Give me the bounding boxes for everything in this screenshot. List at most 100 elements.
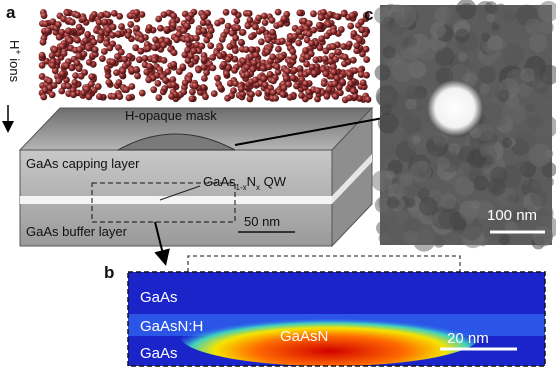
ion <box>331 69 338 76</box>
ion <box>104 11 111 18</box>
ion <box>111 10 118 17</box>
ion-label: H+ ions <box>7 40 23 83</box>
qw-front <box>20 196 332 204</box>
texture-blob <box>429 151 438 160</box>
ion-rest: ions <box>7 55 22 83</box>
capping-label: GaAs capping layer <box>26 156 140 171</box>
ion <box>353 42 360 49</box>
ion <box>217 84 224 91</box>
ion <box>65 83 72 90</box>
ion <box>298 92 305 99</box>
ion <box>125 32 132 39</box>
ion <box>39 62 46 69</box>
texture-blob <box>468 168 483 183</box>
ion <box>150 86 157 93</box>
ion <box>225 56 232 63</box>
texture-blob <box>412 136 420 144</box>
scale-label: 20 nm <box>447 330 489 347</box>
ion <box>290 74 297 81</box>
texture-blob <box>381 143 396 158</box>
ion <box>234 24 241 31</box>
ion <box>115 30 122 37</box>
ion-base: H <box>7 40 22 49</box>
ion <box>340 43 347 50</box>
buffer-label: GaAs buffer layer <box>26 224 128 239</box>
ion <box>275 9 282 16</box>
ion <box>98 12 105 19</box>
mask-label: H-opaque mask <box>125 108 217 123</box>
ion <box>184 22 191 29</box>
ion <box>238 39 245 46</box>
figure: a H+ ions H-opaque mask GaAs capping lay… <box>0 0 556 369</box>
ion <box>269 53 276 60</box>
ion <box>289 48 296 55</box>
ion <box>200 14 207 21</box>
ion <box>182 79 189 86</box>
ion <box>101 19 108 26</box>
ion <box>265 36 272 43</box>
ion <box>121 56 128 63</box>
ion <box>238 86 245 93</box>
ion <box>322 48 329 55</box>
scale-label: 50 nm <box>244 214 280 229</box>
ion <box>74 12 81 19</box>
texture-blob <box>482 155 493 166</box>
ion <box>104 65 111 72</box>
ion <box>274 63 281 70</box>
texture-blob <box>438 209 459 230</box>
ion <box>51 46 58 53</box>
ion <box>191 48 198 55</box>
ion <box>69 19 76 26</box>
ion <box>214 75 221 82</box>
ion <box>246 17 253 24</box>
texture-blob <box>406 86 420 100</box>
ion <box>152 36 159 43</box>
ion <box>200 19 207 26</box>
ion <box>322 55 329 62</box>
ion <box>201 75 208 82</box>
ion <box>232 47 239 54</box>
ion <box>266 63 273 70</box>
ion <box>157 25 164 32</box>
ion <box>127 21 134 28</box>
ion <box>365 96 372 103</box>
texture-blob <box>394 126 407 139</box>
ion <box>219 36 226 43</box>
ion <box>211 90 218 97</box>
ion <box>346 71 353 78</box>
map-hotspot <box>180 306 480 366</box>
ion <box>269 29 276 36</box>
ion <box>246 10 253 17</box>
ion <box>46 78 53 85</box>
texture-blob <box>458 53 467 62</box>
texture-blob <box>376 91 392 107</box>
ion <box>207 42 214 49</box>
ion <box>272 95 279 102</box>
texture-blob <box>525 19 541 35</box>
texture-blob <box>471 200 481 210</box>
ion <box>175 31 182 38</box>
ion <box>168 93 175 100</box>
ion <box>76 46 83 53</box>
qw-rest: QW <box>260 174 287 189</box>
ion <box>302 80 309 87</box>
ion <box>306 30 313 37</box>
ion <box>231 9 238 16</box>
ion <box>110 24 117 31</box>
ion <box>306 20 313 27</box>
ion <box>231 67 238 74</box>
ion <box>160 11 167 18</box>
ion <box>83 86 90 93</box>
ion <box>85 45 92 52</box>
ion <box>114 53 121 60</box>
ion <box>55 21 62 28</box>
ion <box>176 68 183 75</box>
ion <box>359 26 366 33</box>
ion <box>230 87 237 94</box>
ion <box>145 45 152 52</box>
texture-blob <box>531 190 548 207</box>
ion <box>91 11 98 18</box>
texture-blob <box>502 137 512 147</box>
ion <box>170 81 177 88</box>
ion <box>49 91 56 98</box>
